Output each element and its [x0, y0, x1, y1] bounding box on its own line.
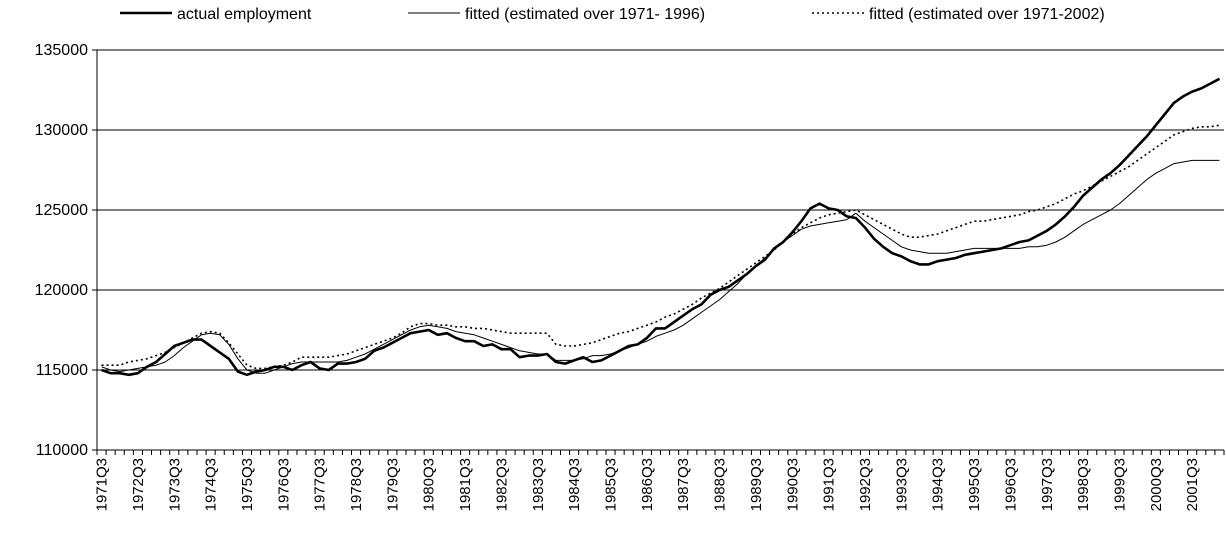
series-line — [101, 159, 1220, 374]
x-tick-label: 1974Q3 — [203, 458, 220, 511]
x-tick-label: 1998Q3 — [1075, 458, 1092, 511]
legend-label: fitted (estimated over 1971- 1996) — [465, 6, 705, 23]
x-tick-label: 1996Q3 — [1002, 458, 1019, 511]
x-tick-label: 1975Q3 — [239, 458, 256, 511]
x-tick-label: 1978Q3 — [348, 458, 365, 511]
x-tick-label: 1990Q3 — [784, 458, 801, 511]
x-tick-label: 1992Q3 — [857, 458, 874, 511]
series-line — [101, 124, 1220, 370]
x-tick-label: 1971Q3 — [94, 458, 111, 511]
x-tick-label: 1981Q3 — [457, 458, 474, 511]
x-tick-label: 1985Q3 — [603, 458, 620, 511]
legend-label: actual employment — [177, 6, 312, 23]
x-tick-label: 1982Q3 — [493, 458, 510, 511]
x-tick-label: 2001Q3 — [1184, 458, 1201, 511]
x-tick-label: 1977Q3 — [312, 458, 329, 511]
x-tick-label: 1984Q3 — [566, 458, 583, 511]
x-tick-label: 1986Q3 — [639, 458, 656, 511]
y-tick-label: 125000 — [35, 202, 88, 219]
x-tick-label: 1972Q3 — [130, 458, 147, 511]
y-tick-label: 120000 — [35, 282, 88, 299]
x-tick-label: 1994Q3 — [930, 458, 947, 511]
x-tick-label: 1995Q3 — [966, 458, 983, 511]
x-tick-label: 1997Q3 — [1039, 458, 1056, 511]
x-tick-label: 1973Q3 — [166, 458, 183, 511]
x-tick-label: 1999Q3 — [1111, 458, 1128, 511]
y-tick-label: 135000 — [35, 42, 88, 59]
legend-label: fitted (estimated over 1971-2002) — [869, 6, 1105, 23]
series-line — [101, 77, 1221, 377]
x-tick-label: 1980Q3 — [421, 458, 438, 511]
x-tick-label: 2000Q3 — [1148, 458, 1165, 511]
x-tick-label: 1979Q3 — [384, 458, 401, 511]
y-tick-label: 110000 — [36, 442, 88, 459]
y-tick-label: 130000 — [35, 122, 88, 139]
x-tick-label: 1993Q3 — [893, 458, 910, 511]
x-tick-label: 1987Q3 — [675, 458, 692, 511]
x-tick-label: 1991Q3 — [821, 458, 838, 511]
x-tick-label: 1988Q3 — [712, 458, 729, 511]
x-tick-label: 1989Q3 — [748, 458, 765, 511]
x-tick-label: 1983Q3 — [530, 458, 547, 511]
y-tick-label: 115000 — [36, 362, 88, 379]
x-tick-label: 1976Q3 — [275, 458, 292, 511]
